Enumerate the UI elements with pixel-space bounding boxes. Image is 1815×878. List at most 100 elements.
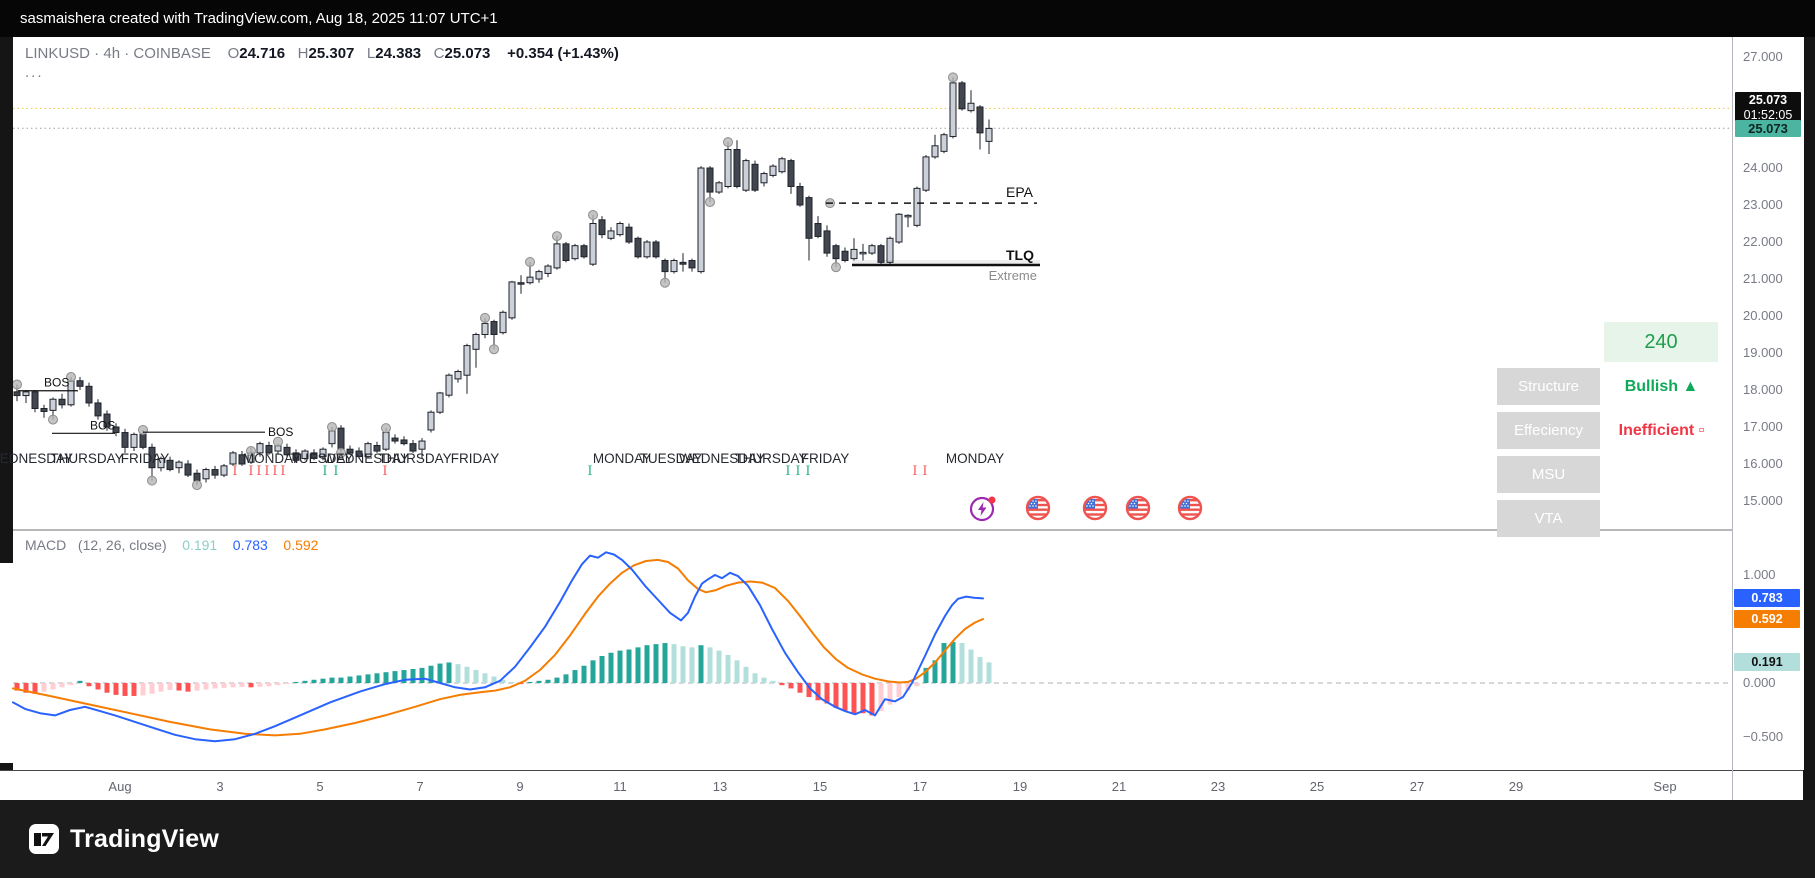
- time-axis-label: 15: [812, 779, 828, 794]
- macd-histogram-bar: [374, 673, 380, 683]
- candle-body: [13, 391, 21, 397]
- macd-histogram-bar: [428, 665, 434, 683]
- candle-body: [130, 433, 138, 448]
- time-axis-label: 5: [316, 779, 324, 794]
- macd-hist-value: 0.191: [182, 537, 218, 553]
- candle-body: [184, 463, 192, 476]
- event-tick: I: [232, 464, 238, 479]
- macd-histogram-bar: [50, 683, 56, 690]
- macd-histogram-bar: [122, 683, 128, 696]
- macd-params: (12, 26, close): [77, 537, 167, 553]
- macd-histogram-bar: [491, 676, 497, 683]
- candle-body: [598, 219, 606, 236]
- symbol-title[interactable]: LINKUSD · 4h · COINBASE: [25, 45, 211, 62]
- event-tick: I: [264, 464, 270, 479]
- time-axis-label: 7: [416, 779, 424, 794]
- candle-body: [913, 187, 921, 226]
- candle-body: [769, 165, 777, 176]
- macd-histogram-bar: [644, 645, 650, 683]
- macd-histogram-bar: [527, 681, 533, 683]
- macd-histogram-bar: [986, 662, 992, 683]
- macd-histogram-bar: [626, 649, 632, 683]
- panel-button-msu[interactable]: MSU: [1497, 456, 1600, 493]
- macd-histogram-bar: [212, 683, 218, 689]
- macd-histogram-bar: [950, 641, 956, 683]
- macd-histogram-bar: [608, 652, 614, 683]
- candle-body: [103, 413, 111, 428]
- tradingview-logo-icon[interactable]: [28, 823, 60, 855]
- candle-body: [445, 374, 453, 396]
- symbol-legend[interactable]: LINKUSD · 4h · COINBASE O24.716 H25.307 …: [25, 45, 619, 62]
- macd-histogram-bar: [437, 663, 443, 683]
- candle-body: [868, 245, 876, 254]
- macd-histogram-bar: [482, 673, 488, 683]
- candle-body: [922, 156, 930, 191]
- candle-body: [229, 452, 237, 465]
- candle-body: [886, 237, 894, 263]
- candle-body: [661, 260, 669, 273]
- axis-corner: [1732, 770, 1803, 800]
- macd-histogram-bar: [806, 683, 812, 698]
- price-axis-label: 24.000: [1743, 160, 1783, 175]
- price-axis[interactable]: 25.073 01:52:05 25.073 27.000 24.000 23.00…: [1732, 37, 1804, 770]
- candle-body: [634, 237, 642, 258]
- us-flag-event-icon[interactable]: [1124, 494, 1152, 527]
- candle-body: [949, 82, 957, 138]
- epa-label: EPA: [1006, 184, 1034, 200]
- crypto-event-icon[interactable]: [968, 494, 998, 527]
- us-flag-event-icon[interactable]: [1024, 494, 1052, 527]
- macd-histogram-bar: [923, 667, 929, 683]
- collapsed-indicators-toggle[interactable]: ...: [25, 64, 44, 81]
- macd-histogram-bar: [581, 665, 587, 683]
- panel-button-structure[interactable]: Structure: [1497, 368, 1600, 405]
- price-axis-label: 15.000: [1743, 493, 1783, 508]
- swing-marker-dot: [381, 423, 391, 434]
- time-axis-label: 13: [712, 779, 728, 794]
- macd-histogram-bar: [140, 683, 146, 696]
- macd-histogram-bar: [536, 680, 542, 683]
- candle-body: [931, 145, 939, 158]
- macd-histogram-bar: [104, 683, 110, 693]
- timeframe-badge[interactable]: 240: [1604, 322, 1718, 362]
- macd-histogram-bar: [896, 683, 902, 698]
- us-flag-event-icon[interactable]: [1176, 494, 1204, 527]
- tradingview-logo-text[interactable]: TradingView: [70, 824, 220, 853]
- candle-body: [211, 469, 219, 476]
- candle-body: [850, 248, 858, 260]
- high-value: 25.307: [308, 45, 355, 62]
- macd-legend[interactable]: MACD (12, 26, close) 0.191 0.783 0.592: [25, 537, 318, 553]
- time-axis[interactable]: Aug 3 5 7 9 11 13 15 17 19 21 23 25 27 29 Sep: [0, 770, 1803, 801]
- candle-body: [112, 426, 120, 434]
- swing-marker-dot: [660, 277, 670, 288]
- candle-body: [85, 385, 93, 404]
- macd-histogram-bar: [878, 683, 884, 712]
- macd-histogram-bar: [968, 649, 974, 683]
- candle-body: [778, 158, 786, 173]
- macd-histogram-bar: [653, 644, 659, 683]
- candle-body: [679, 261, 687, 265]
- bos-label: BOS: [44, 376, 69, 390]
- candle-body: [409, 443, 417, 452]
- event-tick: I: [912, 464, 918, 479]
- day-of-week-label: WEDNESDAY: [678, 451, 766, 466]
- macd-histogram-bar: [941, 643, 947, 683]
- candle-body: [526, 276, 534, 284]
- candle-body: [652, 241, 660, 258]
- candle-body: [841, 250, 849, 261]
- candle-body: [787, 160, 795, 188]
- event-tick: I: [587, 464, 593, 479]
- panel-button-effeciency[interactable]: Effeciency: [1497, 412, 1600, 449]
- macd-axis-label: 1.000: [1743, 567, 1776, 582]
- chart-canvas[interactable]: BOS BOS BOS EPA TLQ Extreme: [0, 0, 1803, 800]
- macd-histogram-bar: [590, 660, 596, 683]
- panel-row-structure: Structure Bullish ▲: [1497, 368, 1719, 405]
- swing-marker-dot: [336, 447, 346, 458]
- us-flag-event-icon[interactable]: [1081, 494, 1109, 527]
- extreme-label: Extreme: [989, 268, 1037, 283]
- candle-body: [391, 437, 399, 442]
- panel-button-vta[interactable]: VTA: [1497, 500, 1600, 537]
- macd-histogram-bar: [248, 683, 254, 688]
- candle-body: [265, 445, 273, 454]
- macd-histogram-bar: [554, 677, 560, 683]
- macd-axis-label: 0.000: [1743, 675, 1776, 690]
